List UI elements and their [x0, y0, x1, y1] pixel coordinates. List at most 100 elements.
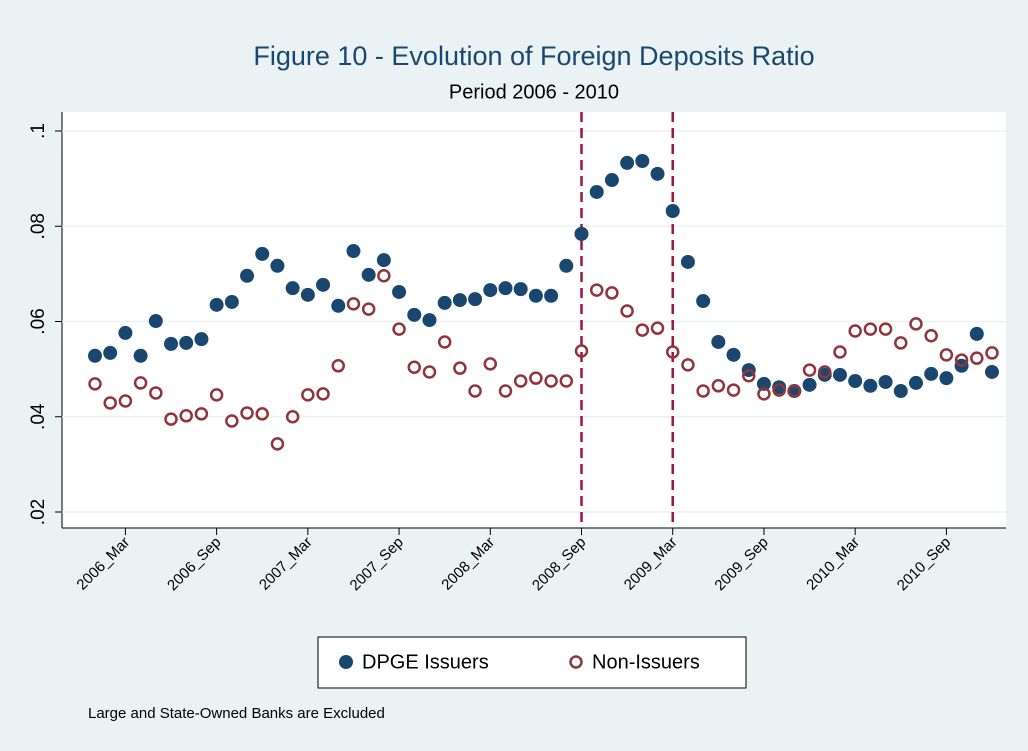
marker	[696, 294, 711, 309]
marker	[544, 288, 559, 303]
marker	[696, 384, 710, 398]
marker	[818, 365, 832, 379]
marker	[224, 294, 239, 309]
marker	[103, 396, 117, 410]
marker	[133, 376, 148, 390]
marker	[498, 281, 513, 296]
marker	[726, 383, 741, 397]
marker	[863, 378, 878, 393]
marker	[954, 353, 969, 367]
marker	[103, 345, 118, 360]
marker	[376, 253, 391, 268]
marker	[574, 226, 589, 241]
marker	[833, 345, 847, 359]
marker	[711, 379, 726, 393]
marker	[452, 293, 467, 308]
y-tick-label: .1	[28, 123, 49, 139]
marker	[604, 173, 619, 188]
marker	[255, 246, 270, 261]
marker	[118, 325, 133, 340]
marker	[316, 387, 330, 401]
marker	[133, 348, 148, 363]
marker	[589, 184, 604, 199]
marker	[316, 277, 331, 292]
marker	[559, 258, 574, 273]
marker	[194, 407, 209, 421]
marker	[894, 336, 908, 350]
plot-area	[62, 112, 1006, 528]
marker	[407, 307, 422, 322]
marker	[377, 269, 391, 283]
marker	[225, 414, 239, 428]
marker	[437, 295, 452, 310]
marker	[255, 407, 269, 421]
marker	[346, 244, 361, 259]
marker	[361, 302, 376, 316]
marker	[802, 377, 817, 392]
legend-box	[317, 636, 747, 689]
marker	[513, 282, 528, 297]
marker	[179, 409, 193, 423]
legend-marker	[339, 655, 353, 669]
marker	[772, 380, 787, 395]
marker	[969, 326, 984, 341]
marker	[118, 394, 133, 408]
marker	[574, 344, 589, 358]
marker	[498, 384, 513, 398]
marker	[285, 410, 300, 424]
marker	[528, 288, 543, 303]
marker	[620, 155, 635, 170]
marker	[757, 387, 771, 401]
marker	[209, 297, 224, 312]
marker	[240, 406, 254, 420]
legend-label: Non-Issuers	[592, 651, 700, 673]
marker	[680, 254, 695, 269]
marker	[635, 154, 650, 169]
marker	[346, 297, 361, 311]
marker	[437, 335, 452, 349]
marker	[620, 304, 634, 318]
marker	[483, 357, 498, 371]
marker	[832, 367, 847, 382]
marker	[194, 332, 209, 347]
marker	[711, 334, 726, 349]
marker	[148, 314, 163, 329]
chart-subtitle: Period 2006 - 2010	[449, 81, 619, 103]
marker	[985, 346, 999, 360]
marker	[270, 437, 285, 451]
marker	[878, 322, 893, 336]
marker	[392, 322, 406, 336]
marker	[392, 284, 407, 299]
marker	[605, 286, 619, 300]
marker	[529, 371, 543, 385]
marker	[909, 317, 923, 331]
marker	[863, 322, 878, 336]
marker	[468, 292, 483, 307]
marker	[908, 375, 923, 390]
marker	[665, 345, 680, 359]
marker	[878, 374, 893, 389]
marker	[681, 358, 695, 372]
marker	[985, 364, 999, 379]
marker	[665, 204, 680, 219]
marker	[240, 268, 255, 283]
marker	[970, 351, 984, 365]
marker	[848, 324, 862, 338]
marker	[726, 347, 741, 362]
marker	[741, 369, 756, 383]
marker	[88, 348, 102, 363]
marker	[924, 329, 938, 343]
marker	[164, 412, 178, 426]
marker	[817, 367, 832, 382]
marker	[544, 374, 558, 388]
marker	[483, 283, 498, 298]
legend-label: DPGE Issuers	[362, 651, 489, 673]
y-tick-label: .04	[28, 403, 49, 430]
marker	[270, 258, 285, 273]
marker	[635, 323, 650, 337]
marker	[513, 374, 528, 388]
marker	[361, 267, 376, 282]
marker	[164, 336, 179, 351]
y-tick-label: .02	[28, 499, 49, 525]
